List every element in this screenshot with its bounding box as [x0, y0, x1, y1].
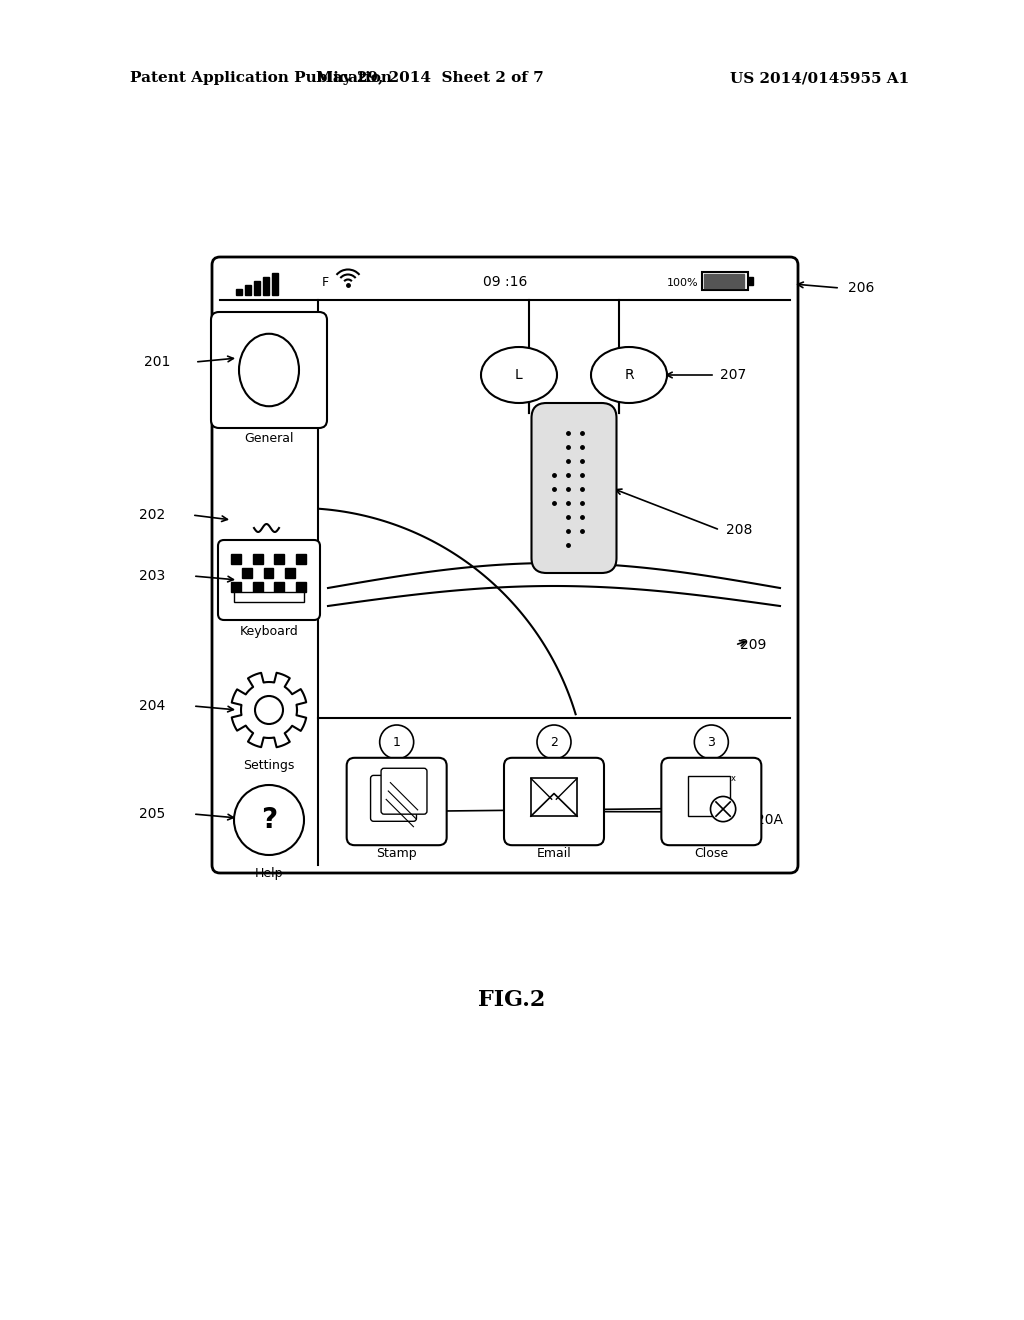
- Text: General: General: [245, 432, 294, 445]
- FancyBboxPatch shape: [504, 758, 604, 845]
- Text: F: F: [322, 276, 329, 289]
- Bar: [254, 281, 260, 294]
- Bar: [231, 582, 241, 591]
- Bar: [245, 285, 251, 294]
- Circle shape: [711, 796, 735, 821]
- Ellipse shape: [481, 347, 557, 403]
- FancyBboxPatch shape: [347, 758, 446, 845]
- Text: 09 :16: 09 :16: [482, 276, 527, 289]
- Circle shape: [694, 725, 728, 759]
- Bar: [296, 554, 306, 564]
- Bar: [688, 776, 730, 816]
- FancyBboxPatch shape: [381, 768, 427, 814]
- Text: Stamp: Stamp: [377, 847, 417, 859]
- Text: 100%: 100%: [667, 277, 698, 288]
- Circle shape: [537, 725, 571, 759]
- Bar: [702, 272, 748, 290]
- Text: 2: 2: [550, 735, 558, 748]
- Text: 20A: 20A: [756, 813, 783, 828]
- FancyBboxPatch shape: [662, 758, 761, 845]
- Text: US 2014/0145955 A1: US 2014/0145955 A1: [730, 71, 909, 84]
- Text: Close: Close: [694, 847, 728, 859]
- Bar: [705, 275, 744, 288]
- FancyBboxPatch shape: [211, 312, 327, 428]
- Text: 205: 205: [138, 807, 165, 821]
- Text: Keyboard: Keyboard: [240, 626, 298, 639]
- Circle shape: [234, 785, 304, 855]
- Circle shape: [255, 696, 283, 723]
- Bar: [253, 554, 262, 564]
- Text: 204: 204: [138, 700, 165, 713]
- Circle shape: [380, 725, 414, 759]
- Text: 3: 3: [708, 735, 716, 748]
- Bar: [748, 277, 753, 285]
- Bar: [263, 277, 269, 294]
- Bar: [274, 554, 285, 564]
- Text: FIG.2: FIG.2: [478, 989, 546, 1011]
- Bar: [272, 273, 278, 294]
- Text: 206: 206: [848, 281, 874, 294]
- Text: R: R: [625, 368, 634, 381]
- Bar: [286, 568, 295, 578]
- Text: 202: 202: [138, 508, 165, 521]
- Text: Help: Help: [255, 866, 284, 879]
- FancyBboxPatch shape: [371, 775, 417, 821]
- Text: 203: 203: [138, 569, 165, 583]
- FancyBboxPatch shape: [212, 257, 798, 873]
- Text: Patent Application Publication: Patent Application Publication: [130, 71, 392, 84]
- Text: 209: 209: [740, 638, 766, 652]
- Bar: [263, 568, 273, 578]
- Text: 1: 1: [393, 735, 400, 748]
- Polygon shape: [231, 673, 306, 747]
- FancyBboxPatch shape: [531, 403, 616, 573]
- Ellipse shape: [591, 347, 667, 403]
- Bar: [296, 582, 306, 591]
- Text: ?: ?: [261, 807, 278, 834]
- FancyBboxPatch shape: [218, 540, 319, 620]
- Bar: [236, 289, 242, 294]
- Bar: [234, 591, 304, 602]
- Text: 208: 208: [726, 523, 753, 537]
- Text: 207: 207: [720, 368, 746, 381]
- Bar: [253, 582, 262, 591]
- Text: Email: Email: [537, 847, 571, 859]
- Bar: [231, 554, 241, 564]
- Bar: [530, 779, 578, 816]
- Text: L: L: [515, 368, 523, 381]
- Text: x: x: [731, 774, 735, 783]
- Ellipse shape: [239, 334, 299, 407]
- Bar: [242, 568, 252, 578]
- Text: May 29, 2014  Sheet 2 of 7: May 29, 2014 Sheet 2 of 7: [316, 71, 544, 84]
- Text: 201: 201: [143, 355, 170, 370]
- Bar: [274, 582, 285, 591]
- Text: Settings: Settings: [244, 759, 295, 772]
